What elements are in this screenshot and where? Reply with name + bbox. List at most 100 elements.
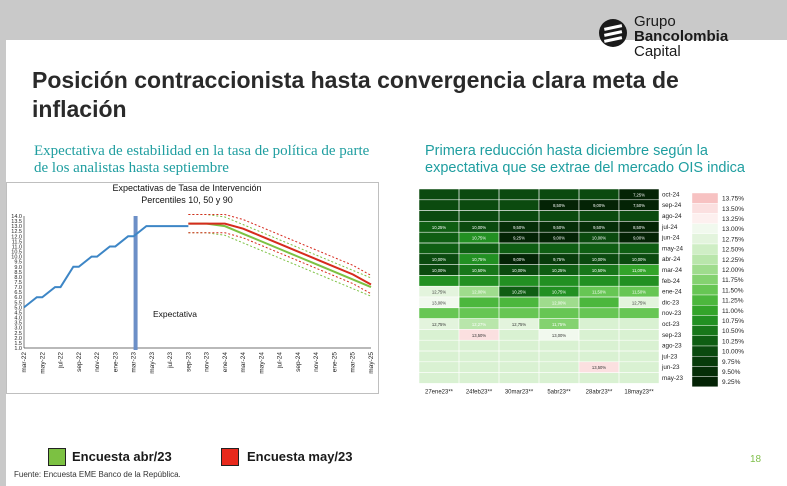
heatmap-cell-label: 12,27% — [472, 322, 486, 327]
heatmap-cell-label: 10,00% — [592, 257, 606, 262]
heatmap-cell-label: 10,00% — [512, 268, 526, 273]
heatmap-cell — [499, 221, 539, 233]
heatmap-cell-label: 9,00% — [593, 203, 605, 208]
heatmap-cell-label: 11,75% — [552, 322, 566, 327]
policy-rate-line-chart: Expectativas de Tasa de Intervención Perc… — [11, 183, 375, 374]
scale-label: 13.00% — [722, 226, 744, 233]
heatmap-cell — [419, 286, 459, 297]
heatmap-cell-label: 9,50% — [593, 225, 605, 230]
y-tick-label: 6.5 — [14, 290, 22, 296]
y-tick-label: 7.0 — [14, 285, 22, 291]
heatmap-cell-label: 8,50% — [633, 225, 645, 230]
heatmap-cell-label: 10,00% — [432, 257, 446, 262]
heatmap-cell — [619, 286, 659, 297]
heatmap-cell — [459, 232, 499, 243]
x-tick-label: mar-22 — [21, 352, 28, 373]
heatmap-cell-label: 10,50% — [472, 268, 486, 273]
heatmap-cell — [539, 318, 579, 330]
logo: Grupo Bancolombia Capital — [598, 14, 778, 66]
heatmap-cell — [419, 318, 459, 330]
scale-swatch — [692, 254, 719, 265]
chart-title-line: Expectativas de Tasa de Intervención — [113, 183, 262, 193]
scale-label: 10.50% — [722, 328, 744, 335]
series-line-may23-p90 — [188, 213, 372, 276]
y-tick-label: 1.5 — [14, 341, 22, 347]
scale-label: 10.00% — [722, 349, 744, 356]
right-subtitle: Primera reducción hasta diciembre según … — [425, 143, 745, 176]
heatmap-cell-label: 10,25% — [432, 225, 446, 230]
heatmap-y-label: oct-24 — [662, 191, 680, 198]
heatmap-cell — [579, 199, 619, 211]
heatmap-y-label: jun-24 — [661, 235, 680, 242]
y-tick-label: 2.5 — [14, 331, 22, 337]
y-tick-label: 7.5 — [14, 280, 22, 286]
scale-swatch — [692, 202, 719, 214]
y-tick-label: 10.5 — [11, 250, 22, 256]
heatmap-cell — [459, 318, 499, 330]
x-tick-label: mar-25 — [350, 352, 357, 373]
heatmap-y-label: dic-23 — [662, 299, 680, 306]
source-footnote: Fuente: Encuesta EME Banco de la Repúbli… — [14, 470, 181, 479]
heatmap-cell-label: 11,00% — [632, 268, 646, 273]
y-tick-label: 4.5 — [14, 310, 22, 316]
logo-line-2: Bancolombia — [634, 28, 729, 45]
y-tick-label: 8.0 — [14, 275, 22, 281]
y-tick-label: 13.5 — [11, 219, 22, 225]
heatmap-cell-label: 9,75% — [553, 257, 565, 262]
ois-heatmap: 7,25% 8,50% 9,00% 7,50% 10,25% 10,00% 9,50% 9,5… — [419, 189, 683, 395]
heatmap-y-label: may-23 — [662, 375, 683, 382]
scale-swatch — [692, 264, 719, 275]
series-line-abr23-p90 — [188, 213, 372, 279]
x-tick-label: jul-22 — [58, 352, 65, 369]
x-tick-label: jul-23 — [167, 352, 174, 369]
heatmap-cell — [419, 264, 459, 276]
expectativa-annotation: Expectativa — [153, 309, 197, 319]
y-tick-label: 14.0 — [11, 214, 22, 220]
y-tick-label: 8.5 — [14, 270, 22, 276]
y-tick-label: 10.0 — [11, 255, 22, 261]
heatmap-cell — [539, 297, 579, 308]
y-tick-label: 1.0 — [14, 346, 22, 352]
heatmap-cell-label: 10,75% — [472, 236, 486, 241]
heatmap-cell — [619, 232, 659, 243]
heatmap-y-label: abr-24 — [662, 256, 681, 263]
heatmap-cell-label: 12,75% — [432, 290, 446, 295]
scale-swatch — [692, 223, 719, 235]
x-tick-label: ene-24 — [222, 352, 229, 373]
x-tick-label: ene-23 — [112, 352, 119, 373]
heatmap-cell-label: 13,00% — [432, 300, 446, 305]
heatmap-cell — [539, 286, 579, 297]
y-tick-label: 3.0 — [14, 326, 22, 332]
slide-title: Posición contraccionista hasta convergen… — [32, 67, 679, 122]
series-line-historico — [23, 225, 189, 309]
heatmap-cell — [459, 221, 499, 233]
series-line-may23-p10 — [188, 232, 372, 295]
scale-swatch — [692, 294, 719, 306]
heatmap-cell-label: 7,25% — [633, 192, 645, 197]
heatmap-cell — [539, 253, 579, 265]
scale-label: 12.75% — [722, 236, 744, 243]
heatmap-cell-label: 9,00% — [513, 257, 525, 262]
heatmap-cell-label: 9,50% — [513, 225, 525, 230]
scale-swatch — [692, 284, 719, 296]
heatmap-cell — [459, 264, 499, 276]
heatmap-y-label: nov-23 — [662, 310, 682, 317]
scale-label: 9.25% — [722, 379, 741, 386]
heatmap-cell-label: 9,50% — [553, 225, 565, 230]
scale-label: 10.25% — [722, 338, 744, 345]
heatmap-cell — [459, 286, 499, 297]
heatmap-cell — [579, 232, 619, 243]
scale-label: 10.75% — [722, 318, 744, 325]
scale-label: 13.75% — [722, 196, 744, 203]
heatmap-x-label: 28abr23** — [586, 389, 613, 395]
heatmap-cell — [419, 253, 459, 265]
x-tick-label: sep-22 — [76, 352, 83, 372]
heatmap-cell — [419, 221, 459, 233]
y-tick-label: 11.0 — [12, 244, 22, 250]
logo-line-1: Grupo — [634, 13, 676, 30]
heatmap-cell-label: 11,50% — [592, 290, 606, 295]
heatmap-cell-label: 13,50% — [592, 365, 606, 370]
page-number: 18 — [750, 454, 762, 465]
scale-label: 13.50% — [722, 206, 744, 213]
heatmap-cell — [579, 264, 619, 276]
